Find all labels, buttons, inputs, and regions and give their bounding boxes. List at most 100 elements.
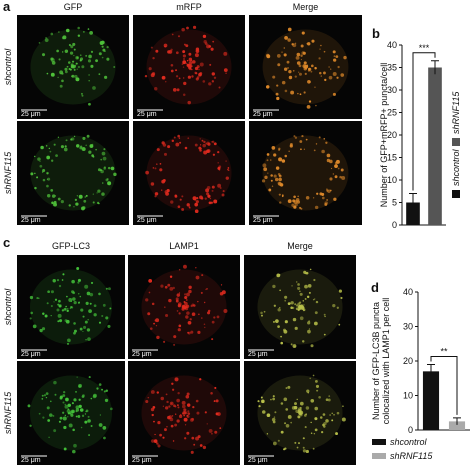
puncta bbox=[193, 443, 196, 446]
puncta bbox=[89, 302, 92, 305]
puncta bbox=[89, 292, 94, 297]
puncta bbox=[38, 42, 41, 44]
puncta bbox=[302, 437, 305, 440]
puncta bbox=[95, 148, 97, 151]
puncta bbox=[72, 428, 75, 432]
puncta bbox=[310, 70, 313, 73]
row-label: shcontrol bbox=[3, 48, 13, 86]
puncta bbox=[285, 408, 289, 411]
puncta bbox=[188, 206, 191, 208]
puncta bbox=[52, 414, 55, 417]
puncta bbox=[192, 304, 196, 307]
puncta bbox=[34, 155, 36, 158]
puncta bbox=[338, 323, 341, 326]
puncta bbox=[172, 286, 175, 290]
puncta bbox=[48, 147, 51, 150]
puncta bbox=[194, 66, 199, 71]
puncta bbox=[110, 166, 115, 171]
puncta bbox=[66, 409, 71, 413]
puncta bbox=[174, 377, 179, 382]
puncta bbox=[325, 398, 329, 402]
puncta bbox=[266, 153, 270, 156]
puncta bbox=[87, 337, 91, 341]
puncta bbox=[84, 284, 89, 289]
puncta bbox=[328, 75, 333, 80]
puncta bbox=[166, 425, 168, 428]
puncta bbox=[300, 304, 304, 308]
puncta bbox=[296, 200, 301, 204]
legend-swatch bbox=[452, 190, 460, 198]
puncta bbox=[221, 290, 226, 295]
puncta bbox=[82, 136, 86, 140]
puncta bbox=[321, 196, 325, 200]
puncta bbox=[171, 415, 174, 417]
puncta bbox=[177, 328, 181, 332]
puncta bbox=[323, 137, 326, 140]
puncta bbox=[200, 147, 202, 150]
puncta bbox=[307, 79, 311, 84]
puncta bbox=[306, 295, 310, 299]
puncta bbox=[336, 76, 339, 79]
puncta bbox=[98, 383, 102, 386]
puncta bbox=[290, 306, 293, 309]
puncta bbox=[301, 31, 305, 35]
puncta bbox=[151, 302, 155, 306]
puncta bbox=[173, 404, 176, 408]
puncta bbox=[260, 311, 263, 315]
puncta bbox=[50, 315, 52, 317]
puncta bbox=[304, 284, 308, 289]
puncta bbox=[46, 184, 49, 188]
puncta bbox=[92, 193, 94, 195]
puncta bbox=[184, 295, 188, 300]
bar bbox=[406, 202, 420, 225]
puncta bbox=[178, 324, 182, 328]
puncta bbox=[65, 397, 69, 402]
puncta bbox=[46, 194, 51, 198]
puncta bbox=[65, 139, 68, 142]
puncta bbox=[165, 393, 168, 396]
puncta bbox=[196, 411, 200, 415]
puncta bbox=[185, 394, 190, 399]
puncta bbox=[278, 177, 282, 182]
puncta bbox=[274, 177, 279, 182]
puncta bbox=[73, 206, 75, 208]
puncta bbox=[298, 442, 300, 445]
puncta bbox=[145, 298, 149, 302]
puncta bbox=[325, 141, 328, 144]
puncta bbox=[188, 285, 192, 290]
puncta bbox=[172, 88, 177, 92]
y-axis-label: colocalized with LAMP1 per cell bbox=[381, 298, 391, 425]
puncta bbox=[183, 414, 185, 417]
puncta bbox=[152, 405, 156, 409]
puncta bbox=[199, 138, 201, 140]
puncta bbox=[104, 398, 109, 403]
legend-swatch bbox=[452, 138, 460, 146]
puncta bbox=[165, 191, 169, 196]
puncta bbox=[77, 26, 80, 30]
puncta bbox=[64, 307, 67, 311]
puncta bbox=[91, 154, 94, 157]
puncta bbox=[66, 342, 70, 345]
legend-label: shRNF115 bbox=[451, 91, 461, 134]
puncta bbox=[51, 201, 54, 205]
puncta bbox=[81, 395, 85, 399]
puncta bbox=[332, 50, 336, 54]
puncta bbox=[198, 313, 200, 316]
puncta bbox=[294, 326, 298, 330]
puncta bbox=[62, 273, 65, 276]
puncta bbox=[53, 380, 57, 385]
y-tick-label: 30 bbox=[387, 85, 397, 95]
puncta bbox=[209, 197, 212, 200]
puncta bbox=[77, 301, 80, 304]
puncta bbox=[302, 340, 305, 343]
puncta bbox=[315, 300, 319, 304]
puncta bbox=[216, 412, 221, 416]
legend-label: shRNF115 bbox=[390, 451, 433, 461]
puncta bbox=[187, 100, 191, 105]
puncta bbox=[279, 307, 281, 309]
y-tick-label: 0 bbox=[392, 220, 397, 230]
puncta bbox=[211, 189, 214, 192]
puncta bbox=[42, 312, 45, 315]
puncta bbox=[98, 73, 101, 76]
puncta bbox=[181, 404, 186, 409]
